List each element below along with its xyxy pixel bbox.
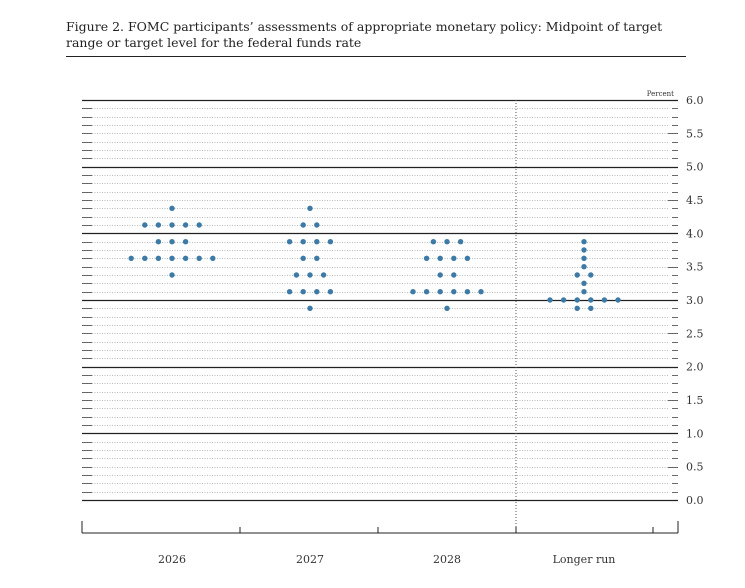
data-dot xyxy=(451,272,457,278)
x-category-label: Longer run xyxy=(553,553,616,566)
data-dot xyxy=(581,255,587,261)
data-dot xyxy=(437,289,443,295)
data-dot xyxy=(615,297,621,303)
data-dot xyxy=(169,239,175,245)
data-dot xyxy=(182,255,189,261)
caption-rule xyxy=(66,56,686,57)
y-tick-label: 1.5 xyxy=(686,394,704,407)
data-dot xyxy=(478,289,484,295)
y-tick-label: 0.0 xyxy=(686,494,704,507)
data-dot xyxy=(300,255,306,261)
y-tick-label: 0.5 xyxy=(686,461,704,474)
data-dot xyxy=(307,305,313,311)
data-dot xyxy=(320,272,327,278)
y-tick-label: 5.5 xyxy=(686,127,704,140)
data-dot xyxy=(581,289,587,295)
data-dot xyxy=(286,289,293,295)
data-dot xyxy=(300,222,306,228)
data-dot xyxy=(547,297,553,303)
data-dot xyxy=(574,272,580,278)
data-dot xyxy=(574,297,580,303)
data-dot xyxy=(300,239,306,245)
y-tick-label: 4.5 xyxy=(686,194,704,207)
y-tick-label: 6.0 xyxy=(686,94,704,107)
data-dot xyxy=(300,289,306,295)
data-dot xyxy=(314,239,320,245)
data-dot xyxy=(210,255,216,261)
y-tick-label: 1.0 xyxy=(686,427,704,440)
data-dot xyxy=(169,255,175,261)
data-dot xyxy=(457,239,464,245)
data-dot xyxy=(155,255,162,261)
y-tick-label: 3.5 xyxy=(686,261,704,274)
data-dot xyxy=(293,272,300,278)
data-dot xyxy=(155,239,162,245)
data-dot xyxy=(574,305,580,311)
x-category-label: 2027 xyxy=(296,553,324,566)
data-dot xyxy=(437,272,443,278)
data-dot xyxy=(423,255,430,261)
x-category-label: 2026 xyxy=(158,553,186,566)
data-dot xyxy=(588,297,594,303)
data-dot xyxy=(142,255,148,261)
data-dot xyxy=(182,239,189,245)
data-dot xyxy=(464,289,471,295)
x-category-label: 2028 xyxy=(433,553,461,566)
data-dot xyxy=(581,239,587,245)
data-dot xyxy=(451,289,457,295)
y-tick-label: 5.0 xyxy=(686,161,704,174)
data-dot xyxy=(169,205,175,211)
data-dot xyxy=(423,289,430,295)
data-dot xyxy=(327,289,334,295)
data-dot xyxy=(437,255,443,261)
data-dot xyxy=(314,289,320,295)
data-dot xyxy=(410,289,416,295)
unit-label: Percent xyxy=(647,90,674,98)
data-dot xyxy=(196,255,202,261)
data-dot xyxy=(314,255,320,261)
data-dot xyxy=(444,305,450,311)
data-dot xyxy=(169,272,175,278)
data-dot xyxy=(451,255,457,261)
data-dot xyxy=(196,222,202,228)
data-dot xyxy=(560,297,567,303)
data-dot xyxy=(169,222,175,228)
data-dot xyxy=(314,222,320,228)
data-dot xyxy=(155,222,162,228)
data-dot xyxy=(286,239,293,245)
data-dot xyxy=(430,239,437,245)
data-dot xyxy=(601,297,608,303)
data-dot xyxy=(588,305,594,311)
data-dot xyxy=(464,255,471,261)
data-dot xyxy=(307,272,313,278)
data-dot xyxy=(588,272,594,278)
data-dot xyxy=(444,239,450,245)
y-tick-label: 2.5 xyxy=(686,327,704,340)
y-tick-label: 3.0 xyxy=(686,294,704,307)
data-dot xyxy=(128,255,134,261)
figure-caption: Figure 2. FOMC participants’ assessments… xyxy=(66,19,663,50)
y-tick-label: 4.0 xyxy=(686,227,704,240)
data-dot xyxy=(581,247,587,253)
data-dot xyxy=(307,205,313,211)
data-dot xyxy=(142,222,148,228)
y-tick-label: 2.0 xyxy=(686,361,704,374)
data-dot xyxy=(581,280,587,286)
data-dot xyxy=(581,264,587,270)
data-dot xyxy=(182,222,189,228)
data-dot xyxy=(327,239,334,245)
